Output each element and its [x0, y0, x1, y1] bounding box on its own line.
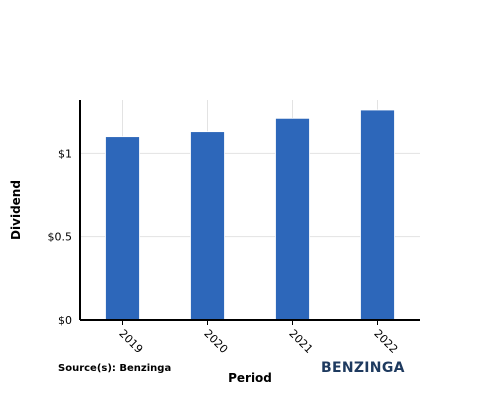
x-axis-title: Period: [228, 371, 272, 385]
x-tick-label-2021: 2021: [286, 327, 315, 356]
x-gridlines: [122, 100, 378, 320]
y-axis-title: Dividend: [9, 180, 23, 240]
x-tick-labels: 2019 2020 2021 2022: [116, 320, 400, 356]
bars: [105, 109, 395, 321]
y-tick-label: $1: [58, 147, 72, 160]
x-tick-label-2022: 2022: [371, 327, 400, 356]
y-tick-labels: $0 $0.5 $1: [48, 147, 73, 327]
x-tick-label-2020: 2020: [201, 327, 230, 356]
y-tick-label: $0.5: [48, 231, 73, 244]
y-tick-label: $0: [58, 314, 72, 327]
source-note: Source(s): Benzinga: [58, 363, 172, 374]
x-tick-label-2019: 2019: [116, 327, 145, 356]
benzinga-logo: BENZINGA: [321, 360, 405, 376]
bar-2020: [190, 131, 225, 321]
bar-2021: [275, 117, 310, 321]
bar-2019: [105, 136, 140, 321]
bar-2022: [360, 109, 395, 321]
